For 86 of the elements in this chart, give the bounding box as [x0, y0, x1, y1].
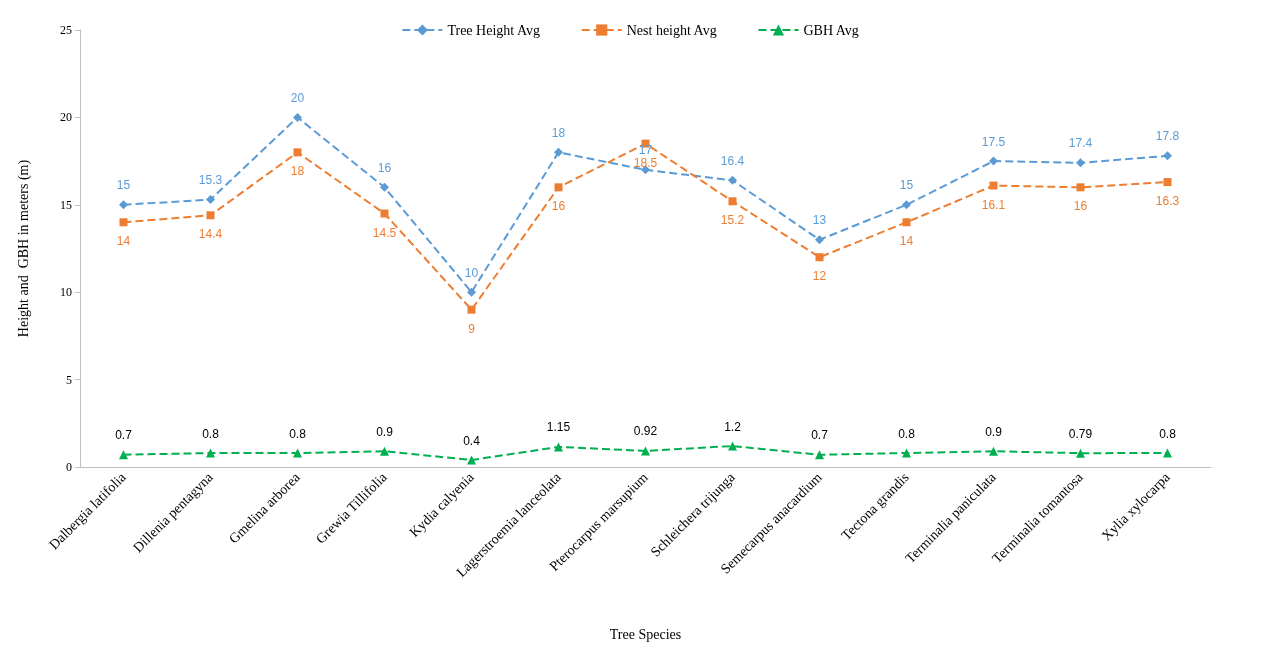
data-label: 16.1 [981, 197, 1006, 212]
point [206, 211, 215, 220]
point [1163, 178, 1172, 187]
data-label: 15 [899, 178, 914, 193]
data-label: 16 [377, 160, 392, 175]
point [380, 209, 389, 218]
data-label: 0.79 [1068, 426, 1093, 441]
data-label: 17.8 [1155, 129, 1180, 144]
point [119, 218, 128, 227]
y-tick-label: 5 [66, 372, 72, 387]
data-label: 14.5 [372, 225, 397, 240]
point [206, 195, 215, 205]
data-label: 0.8 [202, 426, 220, 441]
data-label: 15.3 [198, 173, 223, 188]
data-label: 18 [290, 164, 305, 179]
point [728, 197, 737, 206]
data-label: 0.8 [898, 426, 916, 441]
x-axis-title: Tree Species [609, 626, 682, 642]
point [902, 218, 911, 227]
point [554, 442, 563, 452]
legend-label: Tree Height Avg [447, 22, 540, 38]
y-tick-label: 15 [60, 197, 72, 212]
point [815, 253, 824, 262]
data-label: 0.4 [463, 433, 481, 448]
data-label: 9 [468, 321, 476, 336]
data-label: 10 [464, 265, 479, 280]
data-label: 0.92 [633, 424, 658, 439]
point [380, 446, 389, 456]
data-label: 13 [812, 213, 827, 228]
data-label: 14.4 [198, 227, 223, 242]
point [554, 147, 563, 157]
point [815, 235, 824, 245]
data-label: 14 [899, 234, 914, 249]
data-label: 0.7 [811, 428, 829, 443]
point [206, 448, 215, 458]
point [989, 181, 998, 190]
data-label: 16.3 [1155, 194, 1180, 209]
point [467, 305, 476, 314]
point [293, 112, 302, 122]
data-label: 18.5 [633, 155, 658, 170]
data-label: 0.8 [289, 426, 307, 441]
point [554, 183, 563, 192]
data-label: 16.4 [720, 153, 745, 168]
data-label: 0.8 [1159, 426, 1177, 441]
point [119, 450, 128, 460]
point [728, 441, 737, 451]
legend-label: Nest height Avg [626, 22, 717, 38]
data-label: 17.5 [981, 134, 1006, 149]
data-label: 0.9 [376, 424, 394, 439]
point [1163, 448, 1172, 458]
data-label: 18 [551, 125, 566, 140]
data-label: 16 [551, 199, 566, 214]
data-label: 0.9 [985, 424, 1003, 439]
data-label: 1.15 [546, 420, 571, 435]
data-label: 12 [812, 269, 827, 284]
point [293, 448, 302, 458]
y-tick-label: 10 [60, 285, 72, 300]
point [728, 175, 737, 185]
data-label: 0.7 [115, 428, 133, 443]
y-axis-title: Height and GBH in meters (m) [15, 159, 32, 338]
point [293, 148, 302, 157]
point [467, 455, 476, 465]
data-label: 15 [116, 178, 131, 193]
point [989, 156, 998, 166]
point [380, 182, 389, 192]
point [902, 200, 911, 210]
point [1163, 151, 1172, 161]
data-label: 1.2 [724, 419, 742, 434]
y-tick-label: 25 [60, 23, 72, 37]
point [641, 446, 650, 456]
legend-label: GBH Avg [803, 22, 859, 38]
point [1076, 183, 1085, 192]
point [815, 450, 824, 460]
data-label: 17.4 [1068, 136, 1093, 151]
point [1076, 158, 1085, 168]
point [467, 287, 476, 297]
point [902, 448, 911, 458]
data-label: 20 [290, 90, 305, 105]
y-tick-label: 20 [60, 110, 72, 125]
point [989, 446, 998, 456]
point [119, 200, 128, 210]
data-label: 15.2 [720, 213, 745, 228]
data-label: 16 [1073, 199, 1088, 214]
point [1076, 448, 1085, 458]
y-tick-label: 0 [66, 460, 72, 474]
data-label: 14 [116, 234, 131, 249]
